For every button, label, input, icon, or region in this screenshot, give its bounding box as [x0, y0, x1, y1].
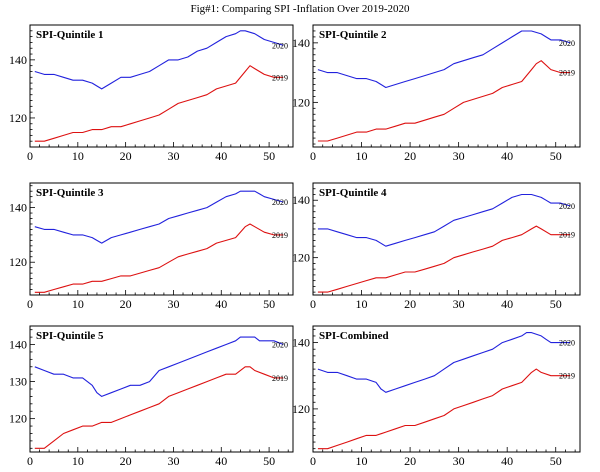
- panel-2-end-label-2020: 2020: [559, 39, 575, 48]
- panel-4-line-2020: [317, 193, 571, 247]
- panel-1-frame: [29, 24, 294, 148]
- panel-6-y-tick-label: 120: [292, 402, 310, 416]
- panel-3-label: SPI-Quintile 3: [36, 187, 104, 199]
- panel-6-end-label-2019: 2019: [559, 372, 575, 381]
- panel-6-end-label-2020: 2020: [559, 339, 575, 348]
- panel-2-x-tick-label: 10: [356, 149, 368, 163]
- panel-1-x-tick-label: 20: [120, 149, 132, 163]
- panel-5-x-tick-label: 0: [27, 454, 33, 468]
- panel-1-line-2019: [34, 65, 284, 142]
- panel-3-x-tick-label: 50: [263, 297, 275, 311]
- panel-1-x-tick-label: 0: [27, 149, 33, 163]
- panel-6-x-tick-label: 40: [501, 454, 513, 468]
- panel-1-x-tick-label: 50: [263, 149, 275, 163]
- panel-6-line-2019: [317, 368, 571, 450]
- panel-6-x-tick-label: 20: [404, 454, 416, 468]
- panel-3-x-tick-label: 20: [120, 297, 132, 311]
- panel-3-end-label-2019: 2019: [272, 231, 288, 240]
- panel-1-label: SPI-Quintile 1: [36, 29, 104, 41]
- panel-5-x-tick-label: 10: [72, 454, 84, 468]
- panel-1-x-tick-label: 40: [215, 149, 227, 163]
- panel-3-y-tick-label: 120: [9, 255, 27, 269]
- panel-5-frame: [29, 325, 294, 453]
- panel-4-x-tick-label: 40: [501, 297, 513, 311]
- panel-3-x-tick-label: 0: [27, 297, 33, 311]
- panel-3-end-label-2020: 2020: [272, 198, 288, 207]
- panel-4-end-label-2020: 2020: [559, 202, 575, 211]
- panel-5-end-label-2019: 2019: [272, 374, 288, 383]
- panel-2-x-tick-label: 40: [501, 149, 513, 163]
- panel-3-x-tick-label: 40: [215, 297, 227, 311]
- panel-5-y-tick-label: 130: [9, 375, 27, 389]
- panel-5-x-tick-label: 40: [215, 454, 227, 468]
- panel-3-line-2019: [34, 223, 284, 293]
- panel-4-x-tick-label: 10: [356, 297, 368, 311]
- panel-2-x-tick-label: 50: [550, 149, 562, 163]
- panel-4-line-2019: [317, 225, 571, 293]
- panel-1-x-tick-label: 30: [167, 149, 179, 163]
- panel-6-line-2020: [317, 332, 571, 393]
- panel-5-end-label-2020: 2020: [272, 341, 288, 350]
- panel-6-x-tick-label: 50: [550, 454, 562, 468]
- panel-4-end-label-2019: 2019: [559, 231, 575, 240]
- panel-6-x-tick-label: 0: [310, 454, 316, 468]
- panel-5-line-2019: [34, 366, 284, 449]
- panel-2-label: SPI-Quintile 2: [319, 29, 387, 41]
- panel-1-end-label-2020: 2020: [272, 41, 288, 50]
- panel-1-end-label-2019: 2019: [272, 73, 288, 82]
- panel-5-label: SPI-Quintile 5: [36, 330, 104, 342]
- panel-1-y-tick-label: 120: [9, 111, 27, 125]
- panel-2-x-tick-label: 0: [310, 149, 316, 163]
- panel-3-line-2020: [34, 190, 284, 244]
- panel-3-y-tick-label: 140: [9, 201, 27, 215]
- panel-2-y-tick-label: 140: [292, 36, 310, 50]
- panel-6-x-tick-label: 10: [356, 454, 368, 468]
- panel-2-end-label-2019: 2019: [559, 69, 575, 78]
- panel-2-frame: [312, 24, 581, 148]
- panel-3-x-tick-label: 30: [167, 297, 179, 311]
- panel-3-x-tick-label: 10: [72, 297, 84, 311]
- panel-4-x-tick-label: 20: [404, 297, 416, 311]
- panel-2-line-2019: [317, 60, 571, 142]
- panel-4-x-tick-label: 50: [550, 297, 562, 311]
- panel-1-line-2020: [34, 30, 284, 90]
- panel-5-x-tick-label: 50: [263, 454, 275, 468]
- panel-6-label: SPI-Combined: [319, 330, 389, 342]
- panel-5-y-tick-label: 140: [9, 338, 27, 352]
- panel-1-y-tick-label: 140: [9, 53, 27, 67]
- panel-4-y-tick-label: 120: [292, 251, 310, 265]
- panel-4-x-tick-label: 30: [453, 297, 465, 311]
- panel-2-x-tick-label: 30: [453, 149, 465, 163]
- panel-4-frame: [312, 182, 581, 296]
- panel-5-x-tick-label: 20: [120, 454, 132, 468]
- panel-2-y-tick-label: 120: [292, 95, 310, 109]
- panel-1-x-tick-label: 10: [72, 149, 84, 163]
- panel-2-line-2020: [317, 30, 571, 89]
- panel-3-frame: [29, 182, 294, 296]
- figure-title: Fig#1: Comparing SPI -Inflation Over 201…: [190, 3, 410, 15]
- panel-5-line-2020: [34, 336, 284, 397]
- panel-6-y-tick-label: 140: [292, 336, 310, 350]
- panel-6-x-tick-label: 30: [453, 454, 465, 468]
- panel-4-y-tick-label: 140: [292, 193, 310, 207]
- panel-5-x-tick-label: 30: [167, 454, 179, 468]
- panel-6-frame: [312, 325, 581, 453]
- panel-5-y-tick-label: 120: [9, 412, 27, 426]
- panel-2-x-tick-label: 20: [404, 149, 416, 163]
- panel-4-label: SPI-Quintile 4: [319, 187, 387, 199]
- panel-4-x-tick-label: 0: [310, 297, 316, 311]
